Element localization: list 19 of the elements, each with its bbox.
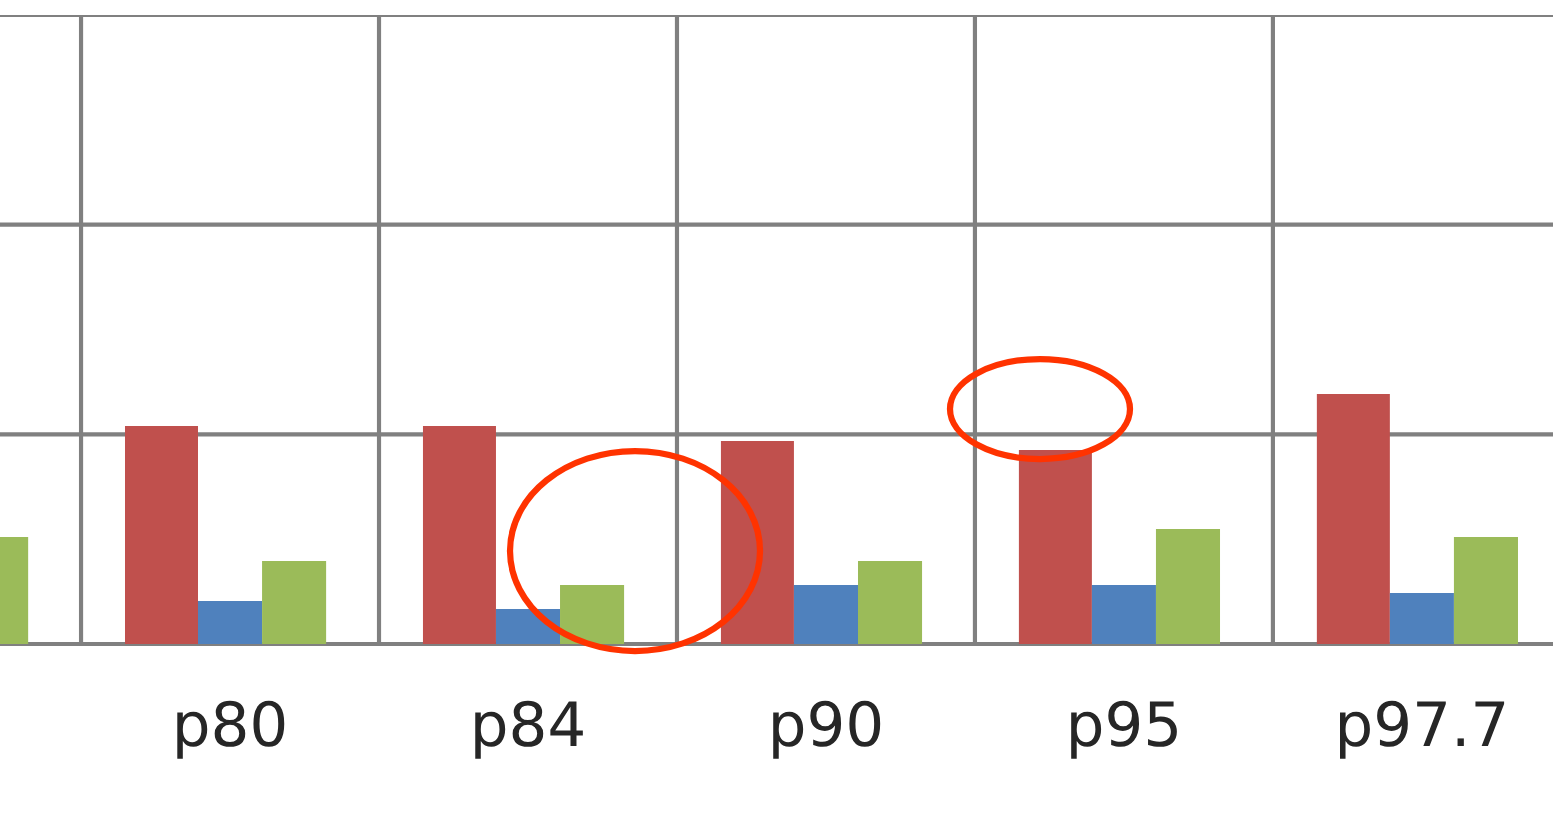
- bar: [560, 585, 625, 644]
- bar: [1155, 529, 1221, 644]
- bar: [422, 426, 496, 644]
- x-tick-label: p84: [475, 700, 583, 759]
- bar: [1389, 593, 1454, 644]
- bar: [1453, 537, 1518, 644]
- bar: [793, 585, 858, 644]
- bar: [857, 561, 923, 644]
- bar: [1316, 394, 1390, 644]
- bar: [1091, 585, 1156, 644]
- bar: [495, 609, 561, 644]
- bar: [125, 426, 198, 644]
- bar: [720, 441, 794, 644]
- x-tick-label: p95: [1071, 700, 1177, 759]
- x-tick-label: p80: [177, 700, 285, 759]
- bar: [198, 601, 263, 644]
- x-tick-label: p97.7: [1340, 700, 1505, 759]
- bar: [262, 561, 327, 644]
- x-tick-label: p90: [773, 700, 881, 759]
